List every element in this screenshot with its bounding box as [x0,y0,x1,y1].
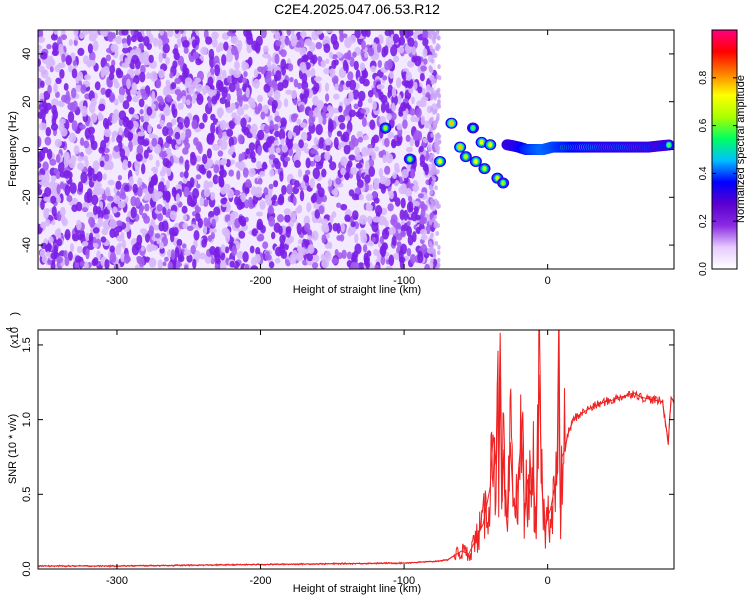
signal-blob-5 [459,151,472,163]
x-tick-label: 0 [545,275,551,287]
colorbar-gradient [711,29,738,270]
y-tick-label: 40 [21,48,33,60]
x-tick-label: -300 [106,575,128,587]
snr-panel: -300 -200 -100 0 0.0 0.5 1.0 1.5 Height of strai… [5,312,675,595]
y-tick-label: -40 [21,237,33,253]
y-tick-label: 0 [21,146,33,152]
y-tick-label: 1.5 [21,337,33,352]
colorbar-tick-label: 0.2 [698,214,709,228]
x-tick-label: 0 [545,575,551,587]
x-axis-label: Height of straight line (km) [293,284,421,296]
x-tick-label: -200 [250,575,272,587]
x-tick-label: -300 [106,275,128,287]
colorbar-tick-label: 0.8 [698,70,709,84]
spectrogram-image [38,30,674,269]
signal-blob-11 [491,172,504,184]
signal-blobs [379,117,510,189]
signal-blob-10 [484,139,497,151]
y-axis-label: Frequency (Hz) [7,111,19,187]
x-tick-label: -200 [250,275,272,287]
y-tick-label: -20 [21,189,33,205]
x-tick-label: -100 [393,275,415,287]
signal-blob-4 [454,141,467,153]
snr-line-detail [38,330,674,568]
signal-blob-12 [497,177,510,189]
snr-frame [37,329,675,570]
colorbar-label: Normalized spectral amplitude [735,75,747,223]
signal-blob-0 [379,122,392,134]
y-tick-label: 20 [21,96,33,108]
signal-blob-2 [433,155,446,167]
signal-band [501,139,674,155]
signal-blob-9 [478,163,491,175]
signal-blob-3 [445,117,458,129]
colorbar-tick-label: 0.0 [698,262,709,276]
signal-blob-8 [475,136,488,148]
y-tick-label: 1.0 [21,412,33,427]
band-segment-109 [662,139,674,151]
y-axis-multiplier-exponent: 4 [5,326,14,331]
colorbar-tick-label: 0.4 [698,166,709,180]
noise-texture [38,30,442,269]
snr-line [38,330,674,567]
y-axis-multiplier: (x10 [9,327,21,348]
signal-blob-7 [469,155,482,167]
x-axis-label: Height of straight line (km) [293,583,421,595]
y-tick-label: 0.5 [21,487,33,502]
y-axis-label: SNR (10 * v/v) [7,414,19,484]
y-axis-multiplier-close: ) [9,312,21,316]
signal-blob-1 [403,153,416,165]
signal-blob-6 [467,122,480,134]
snr-series [38,330,674,568]
y-tick-label: 0.0 [21,561,33,576]
x-tick-label: -100 [393,575,415,587]
chart-title: C2E4.2025.047.06.53.R12 [274,1,440,17]
colorbar-tick-label: 0.6 [698,118,709,132]
colorbar: 0.0 0.2 0.4 0.6 0.8 Normalized spectral ampli… [698,29,747,276]
